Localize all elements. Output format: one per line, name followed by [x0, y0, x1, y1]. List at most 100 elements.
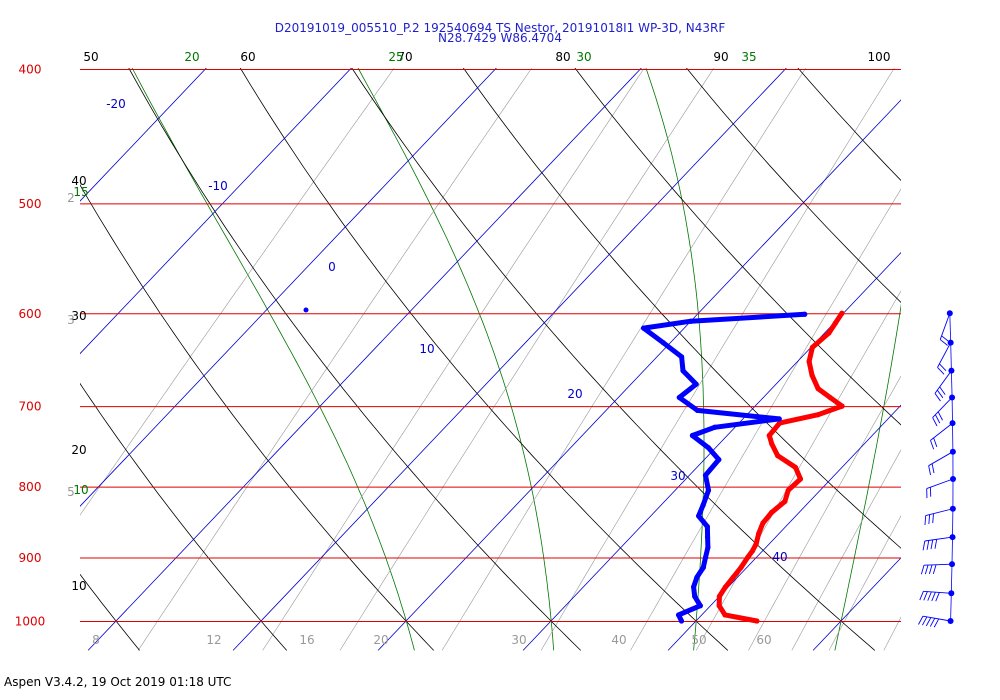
temperature-point: [744, 554, 751, 561]
wind-barb-flag: [922, 616, 928, 626]
temperature-point: [827, 394, 833, 401]
wind-barb-flag: [937, 411, 943, 421]
dewpoint-point: [702, 554, 709, 561]
wind-barb: [920, 561, 956, 575]
temperature-point: [753, 541, 759, 547]
dewpoint-point: [802, 311, 808, 317]
wind-barb-flag: [934, 393, 941, 402]
dry-adiabat: [685, 68, 901, 303]
dewpoint-point: [704, 534, 711, 540]
temperature-point: [806, 358, 812, 365]
dewpoint-point: [678, 618, 685, 624]
dewpoint-point: [692, 593, 698, 600]
isotherm: [0, 38, 90, 650]
wind-barb-flag: [929, 618, 936, 627]
wind-barb-flag: [939, 363, 947, 372]
wind-barb-flag: [928, 514, 931, 525]
wind-barb-flag: [923, 591, 928, 601]
temperature-point: [785, 487, 791, 493]
dewpoint-point: [680, 368, 686, 374]
temperature-point: [769, 509, 775, 515]
dewpoint-point: [696, 513, 702, 519]
dewpoint-point: [702, 472, 709, 478]
wind-barb-staff: [923, 590, 952, 594]
moist-adiabat-label: 25: [388, 50, 403, 64]
mixing-ratio-line: [137, 68, 533, 651]
isotherm: [667, 404, 901, 651]
isotherm: [87, 68, 642, 651]
dewpoint-point: [693, 381, 699, 387]
temperature-point: [815, 386, 821, 392]
wind-barb-flag: [918, 615, 924, 625]
edge-label: 5: [67, 485, 75, 499]
dewpoint-point: [700, 564, 706, 571]
dewpoint-point: [690, 584, 697, 590]
dewpoint-point: [705, 445, 711, 451]
isotherm: [958, 38, 1000, 650]
wind-barb: [937, 339, 954, 375]
temperature-point: [754, 618, 760, 624]
wind-barb-flag: [926, 540, 930, 550]
temperature-point: [749, 548, 756, 554]
wind-barb-flag: [936, 389, 944, 399]
dewpoint-point: [712, 424, 718, 430]
mixing-ratio-label: 50: [691, 633, 706, 647]
moist-adiabat: [977, 38, 1000, 650]
wind-barb-flag: [933, 618, 940, 628]
dry-adiabat: [80, 382, 288, 651]
moist-adiabat-label: 10: [73, 483, 88, 497]
isotherm: [522, 251, 901, 651]
wind-barb-flag: [935, 592, 940, 602]
wind-barb-flag: [925, 617, 932, 627]
temperature-point: [832, 320, 838, 326]
wind-barb-staff: [922, 615, 951, 622]
software-footer: Aspen V3.4.2, 19 Oct 2019 01:18 UTC: [4, 675, 232, 689]
temperature-point: [722, 612, 728, 618]
isotherm-label: 20: [567, 387, 582, 401]
temperature-point: [782, 498, 788, 505]
wind-barb-staff: [930, 422, 953, 441]
wind-barb-flag: [919, 591, 924, 601]
dewpoint-point: [694, 574, 700, 580]
wind-barb-flag: [939, 339, 948, 346]
mixing-ratio-line: [791, 449, 901, 651]
dry-adiabat: [239, 68, 729, 651]
wind-barb-flag: [932, 417, 938, 427]
wind-barb-flag: [928, 465, 931, 476]
wind-barb-staff: [932, 397, 953, 418]
temperature-profile: [716, 310, 845, 624]
wind-barb-staff: [924, 536, 953, 542]
dewpoint-point: [705, 487, 712, 493]
isotherm-label: -20: [106, 97, 126, 111]
dewpoint-point: [688, 318, 694, 324]
isotherm-label: 10: [419, 342, 434, 356]
moist-adiabat: [131, 68, 415, 651]
wind-barb-flag: [930, 440, 935, 450]
dewpoint-point: [700, 502, 706, 508]
wind-barb: [928, 448, 956, 476]
mixing-ratio-line: [540, 68, 895, 651]
isotherm: [80, 68, 497, 507]
moist-adiabat: [834, 303, 901, 651]
edge-label: 2: [67, 191, 75, 205]
wind-barb-staff: [925, 508, 953, 516]
dry-adiabat-label: 40: [71, 174, 86, 188]
wind-barb-flag: [934, 414, 941, 424]
isotherm-label: -10: [208, 179, 228, 193]
wind-barb: [924, 505, 956, 526]
wind-barb-staff: [926, 478, 954, 489]
moist-adiabat-label: 20: [184, 50, 199, 64]
temperature-point: [738, 564, 744, 571]
dry-adiabat: [992, 38, 1000, 650]
temperature-point: [756, 531, 762, 537]
dry-adiabat-label: 50: [83, 50, 98, 64]
wind-barb: [932, 394, 956, 427]
wind-barb-flag: [924, 564, 929, 575]
wind-barb: [939, 310, 953, 346]
dewpoint-point: [660, 340, 666, 346]
dry-adiabat: [797, 68, 901, 182]
dry-adiabat-label: 70: [397, 50, 412, 64]
mixing-ratio-line: [630, 188, 901, 651]
temperature-point: [722, 584, 729, 590]
isotherm: [80, 68, 207, 202]
